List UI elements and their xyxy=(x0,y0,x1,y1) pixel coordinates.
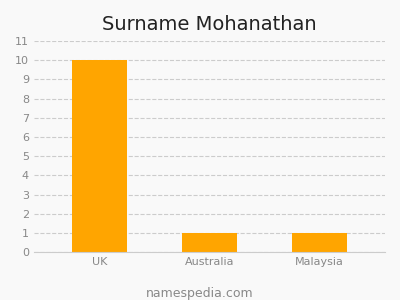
Bar xyxy=(72,60,127,252)
Text: namespedia.com: namespedia.com xyxy=(146,287,254,300)
Title: Surname Mohanathan: Surname Mohanathan xyxy=(102,15,317,34)
Bar xyxy=(292,233,346,252)
Bar xyxy=(182,233,237,252)
